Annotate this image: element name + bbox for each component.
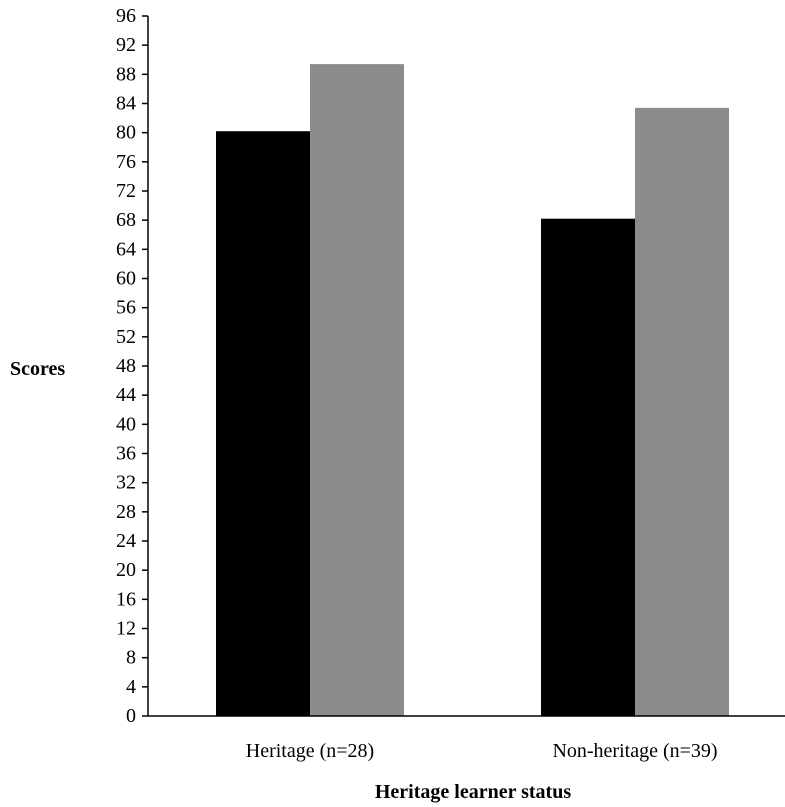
x-tick-label: Heritage (n=28) bbox=[246, 740, 374, 762]
y-tick-label: 44 bbox=[116, 384, 136, 406]
y-tick-label: 36 bbox=[116, 443, 136, 465]
y-tick-label: 40 bbox=[116, 413, 136, 435]
y-tick-label: 68 bbox=[116, 209, 136, 231]
y-tick-label: 16 bbox=[116, 588, 136, 610]
bar bbox=[541, 218, 635, 717]
y-tick-label: 0 bbox=[126, 705, 136, 727]
y-tick-label: 84 bbox=[116, 93, 136, 115]
y-tick-label: 12 bbox=[116, 618, 136, 640]
y-tick-label: 56 bbox=[116, 297, 136, 319]
y-tick-label: 52 bbox=[116, 326, 136, 348]
y-tick-label: 60 bbox=[116, 268, 136, 290]
x-axis-ticks: Heritage (n=28) Non-heritage (n=39) bbox=[246, 740, 718, 762]
y-axis-ticks: 0481216202428323640444852566064687276808… bbox=[116, 5, 148, 727]
y-tick-label: 24 bbox=[116, 530, 136, 552]
y-tick-label: 88 bbox=[116, 63, 136, 85]
y-tick-label: 8 bbox=[126, 647, 136, 669]
y-tick-label: 4 bbox=[126, 676, 136, 698]
x-axis-title: Heritage learner status bbox=[375, 781, 571, 803]
y-tick-label: 32 bbox=[116, 472, 136, 494]
y-tick-label: 76 bbox=[116, 151, 136, 173]
y-tick-label: 96 bbox=[116, 5, 136, 27]
y-tick-label: 80 bbox=[116, 122, 136, 144]
y-tick-label: 72 bbox=[116, 180, 136, 202]
y-tick-label: 28 bbox=[116, 501, 136, 523]
y-tick-label: 20 bbox=[116, 559, 136, 581]
bars-layer bbox=[216, 64, 729, 717]
y-tick-label: 64 bbox=[116, 238, 136, 260]
x-tick-label: Non-heritage (n=39) bbox=[552, 740, 717, 762]
y-axis-title: Scores bbox=[10, 358, 65, 380]
bar bbox=[216, 131, 310, 717]
y-tick-label: 48 bbox=[116, 355, 136, 377]
bar bbox=[310, 64, 404, 716]
bar bbox=[635, 107, 729, 716]
y-tick-label: 92 bbox=[116, 34, 136, 56]
